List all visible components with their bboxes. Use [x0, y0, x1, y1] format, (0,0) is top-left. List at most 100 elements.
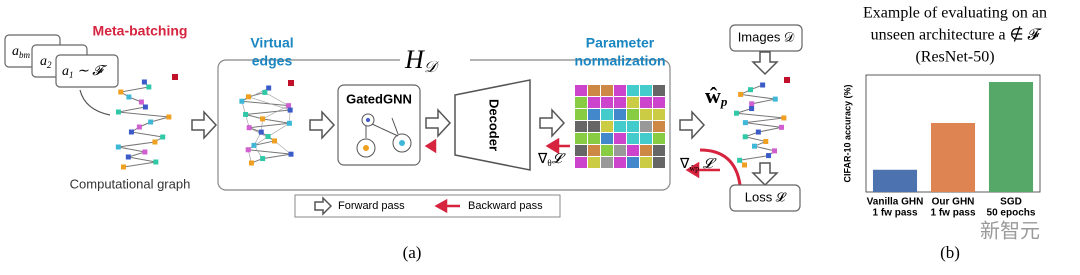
- node: [742, 134, 748, 140]
- edge: [118, 106, 146, 113]
- node-icon: [366, 118, 370, 122]
- filter-tile: [575, 109, 587, 120]
- filter-tile: [575, 97, 587, 108]
- filter-tile: [614, 121, 626, 132]
- node: [115, 144, 121, 150]
- forward-arrow: [751, 162, 779, 187]
- edge: [128, 151, 146, 158]
- filter-tile: [601, 109, 613, 120]
- node: [115, 109, 121, 115]
- edge: [118, 111, 169, 118]
- x-tick-label: SGD: [1000, 197, 1022, 208]
- edge: [745, 136, 766, 142]
- node: [246, 94, 252, 100]
- filter-tile: [653, 145, 665, 156]
- virtual-edges: Virtual: [250, 35, 293, 51]
- node: [153, 159, 159, 165]
- y-axis-label: CIFAR-10 accuracy (%): [842, 84, 852, 182]
- filter-tile: [653, 133, 665, 144]
- node: [251, 142, 257, 148]
- edge: [118, 141, 155, 148]
- node: [784, 77, 790, 83]
- node: [742, 120, 748, 126]
- node: [148, 119, 154, 125]
- filter-tile: [575, 145, 587, 156]
- filter-tile: [653, 85, 665, 96]
- filter-tile: [575, 133, 587, 144]
- node: [142, 149, 148, 155]
- weights-label: ŵp: [705, 83, 728, 109]
- node: [781, 115, 787, 121]
- filter-tile: [614, 157, 626, 168]
- card-label: a2: [40, 54, 52, 70]
- node: [260, 156, 266, 162]
- node: [136, 124, 142, 130]
- forward-arrow: [309, 110, 336, 140]
- virtual-edge: [264, 92, 289, 106]
- panel-label: (b): [940, 243, 960, 262]
- legend-box: [294, 194, 561, 218]
- virtual-edge: [274, 140, 292, 155]
- node: [760, 82, 766, 88]
- filter-tile: [588, 157, 600, 168]
- gatedgnn-label: GatedGNN: [346, 91, 412, 106]
- filter-tile: [588, 109, 600, 120]
- filter-tile: [614, 133, 626, 144]
- graph-illustration: [115, 74, 178, 170]
- watermark: 新智元: [980, 219, 1040, 242]
- backward-arrow: [424, 138, 437, 154]
- filter-tile: [640, 145, 652, 156]
- node: [152, 139, 158, 145]
- x-tick-label: Vanilla GHN: [867, 197, 924, 208]
- node: [142, 104, 148, 110]
- node: [138, 99, 144, 105]
- node: [287, 107, 293, 113]
- virtual-edge: [267, 123, 290, 137]
- x-tick-note: 1 fw pass: [930, 208, 975, 219]
- legend-label: Forward pass: [338, 200, 405, 212]
- node: [766, 153, 772, 159]
- hypernet-label: H𝒟: [404, 45, 440, 76]
- node: [288, 80, 294, 86]
- edge: [245, 113, 263, 120]
- virtual-edge: [248, 96, 291, 111]
- filter-tile: [627, 133, 639, 144]
- node: [160, 134, 166, 140]
- node: [166, 114, 172, 120]
- virtual-edge: [262, 105, 289, 120]
- edge: [248, 149, 292, 155]
- filter-tile: [627, 85, 639, 96]
- panel-label: (a): [403, 243, 422, 262]
- filter-tile: [627, 157, 639, 168]
- filter-tile: [588, 133, 600, 144]
- edge: [131, 131, 163, 138]
- images-box: [729, 24, 803, 52]
- node: [172, 74, 178, 80]
- bar: [872, 169, 918, 192]
- node: [755, 129, 761, 135]
- card: [55, 54, 119, 88]
- filter-tile: [627, 121, 639, 132]
- node: [128, 129, 134, 135]
- filter-tile: [640, 133, 652, 144]
- edge: [745, 117, 784, 124]
- edge: [248, 91, 265, 98]
- connector: [79, 89, 111, 116]
- bar: [930, 122, 976, 192]
- node: [126, 94, 132, 100]
- forward-arrow: [191, 110, 218, 140]
- node: [272, 138, 278, 144]
- x-tick-label: Our GHN: [932, 197, 975, 208]
- node: [738, 91, 744, 97]
- edge: [245, 109, 291, 115]
- param-norm: Parameter: [586, 35, 655, 51]
- chart-title: (ResNet-50): [915, 49, 994, 66]
- loss-box: [729, 184, 801, 212]
- node: [749, 101, 755, 107]
- node: [118, 89, 124, 95]
- filter-tile: [588, 121, 600, 132]
- edge: [739, 155, 769, 161]
- node: [737, 157, 743, 163]
- node: [286, 120, 292, 126]
- forward-arrow: [539, 108, 566, 138]
